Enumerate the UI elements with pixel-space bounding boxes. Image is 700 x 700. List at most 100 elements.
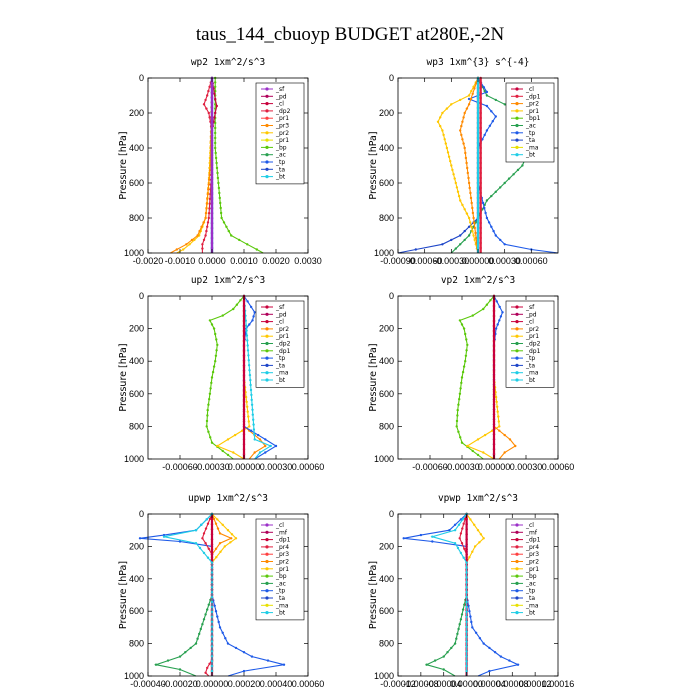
series-6-point bbox=[242, 339, 246, 342]
legend-marker bbox=[515, 552, 519, 556]
series-5-point bbox=[492, 428, 496, 431]
series-5-point bbox=[249, 383, 252, 387]
series-6-point bbox=[210, 558, 214, 561]
y-tick-label: 1000 bbox=[124, 454, 144, 464]
series-1-point bbox=[459, 436, 462, 439]
legend-label: _pr1 bbox=[275, 137, 289, 144]
series-2-point bbox=[492, 229, 495, 233]
legend: _sf_pd_cl_dp2_pr1_pr3_pr2_pr1_bp_ac_tp_t… bbox=[255, 82, 305, 185]
series-6-point bbox=[242, 373, 246, 377]
series-5-point bbox=[492, 344, 496, 347]
legend-label: _bp1 bbox=[525, 115, 541, 122]
series-3-point bbox=[198, 229, 201, 233]
legend-marker bbox=[265, 611, 269, 615]
series-5-point bbox=[244, 319, 247, 322]
series-5-point bbox=[252, 418, 255, 421]
series-5-point bbox=[204, 527, 208, 530]
series-1-point bbox=[216, 171, 219, 175]
series-1-point bbox=[219, 211, 223, 215]
series-1-point bbox=[246, 243, 249, 246]
series-2-point bbox=[201, 623, 204, 626]
legend-label: _bt bbox=[275, 610, 286, 617]
legend-marker bbox=[265, 378, 269, 382]
series-1-point bbox=[235, 303, 239, 306]
legend-marker bbox=[515, 87, 519, 91]
series-2-point bbox=[244, 395, 248, 399]
series-2-point bbox=[196, 637, 199, 640]
series-2-point bbox=[206, 608, 209, 611]
y-tick-label: 0 bbox=[139, 73, 144, 83]
series-4-point bbox=[208, 116, 211, 119]
series-2-point bbox=[241, 429, 244, 432]
series-3-point bbox=[208, 169, 212, 172]
series-4-point bbox=[452, 173, 455, 176]
legend-label: _bt bbox=[275, 174, 286, 181]
y-axis-label: Pressure [hPa] bbox=[118, 131, 129, 199]
series-2-point bbox=[482, 86, 486, 89]
y-tick-label: 400 bbox=[379, 574, 394, 584]
series-2-point bbox=[246, 410, 249, 413]
legend-label: _cl bbox=[525, 522, 534, 529]
series-2-point bbox=[453, 642, 457, 645]
series-3-point bbox=[469, 518, 472, 521]
series-8-point bbox=[476, 216, 480, 220]
series-5-point bbox=[467, 103, 471, 106]
legend-label: _bp bbox=[275, 144, 287, 151]
series-5-point bbox=[465, 161, 468, 165]
legend-label: _pr4 bbox=[275, 544, 289, 551]
series-2-point bbox=[483, 433, 487, 437]
series-1-point bbox=[462, 327, 466, 330]
series-5-point bbox=[213, 116, 216, 119]
series-3-point bbox=[204, 216, 207, 220]
series-4-point bbox=[460, 542, 464, 545]
series-4-point bbox=[451, 168, 454, 172]
series-2-point bbox=[189, 646, 192, 650]
series-4-point bbox=[208, 207, 211, 210]
legend-marker bbox=[515, 378, 519, 382]
legend-label: _ac bbox=[275, 580, 286, 587]
series-4-point bbox=[445, 146, 449, 150]
series-8-point bbox=[210, 96, 214, 100]
legend-marker bbox=[265, 574, 269, 578]
series-4-point bbox=[206, 221, 210, 224]
series-4-point bbox=[442, 133, 445, 137]
legend-label: _pr3 bbox=[525, 551, 539, 558]
legend-marker bbox=[265, 596, 269, 600]
series-3-point bbox=[463, 229, 466, 233]
series-1-point bbox=[459, 387, 462, 390]
series-4-point bbox=[470, 89, 473, 93]
series-8-point bbox=[476, 101, 480, 105]
series-5-point bbox=[465, 528, 468, 531]
series-8-point bbox=[210, 176, 214, 180]
series-5-point bbox=[492, 334, 496, 337]
x-tick-label: 0.00016 bbox=[542, 679, 575, 689]
series-8-point bbox=[476, 141, 480, 145]
series-1-point bbox=[454, 247, 457, 250]
x-tick-label: -0.00008 bbox=[403, 679, 439, 689]
series-2-point bbox=[494, 395, 498, 399]
series-3-point bbox=[264, 444, 267, 448]
series-1-point bbox=[458, 398, 461, 401]
series-6-point bbox=[479, 241, 482, 245]
series-1-point bbox=[211, 370, 215, 374]
series-4-point bbox=[212, 517, 216, 521]
series-5-point bbox=[492, 319, 496, 322]
series-2-point bbox=[499, 238, 502, 242]
series-6-point bbox=[465, 625, 468, 628]
series-1-point bbox=[493, 651, 497, 654]
legend-marker bbox=[265, 109, 269, 113]
series-8-point bbox=[476, 196, 480, 200]
series-1-point bbox=[217, 186, 221, 190]
series-4-point bbox=[499, 315, 503, 318]
legend-label: _bt bbox=[525, 152, 536, 159]
series-6-point bbox=[242, 344, 246, 347]
x-tick-label: 0.00030 bbox=[510, 462, 543, 472]
series-4-point bbox=[457, 194, 461, 198]
series-5-point bbox=[471, 211, 475, 215]
series-5-point bbox=[465, 517, 468, 521]
series-6-point bbox=[210, 553, 214, 556]
series-1-point bbox=[512, 173, 515, 176]
series-4-point bbox=[495, 300, 498, 303]
y-tick-label: 1000 bbox=[374, 671, 394, 681]
series-6-point bbox=[242, 324, 246, 327]
